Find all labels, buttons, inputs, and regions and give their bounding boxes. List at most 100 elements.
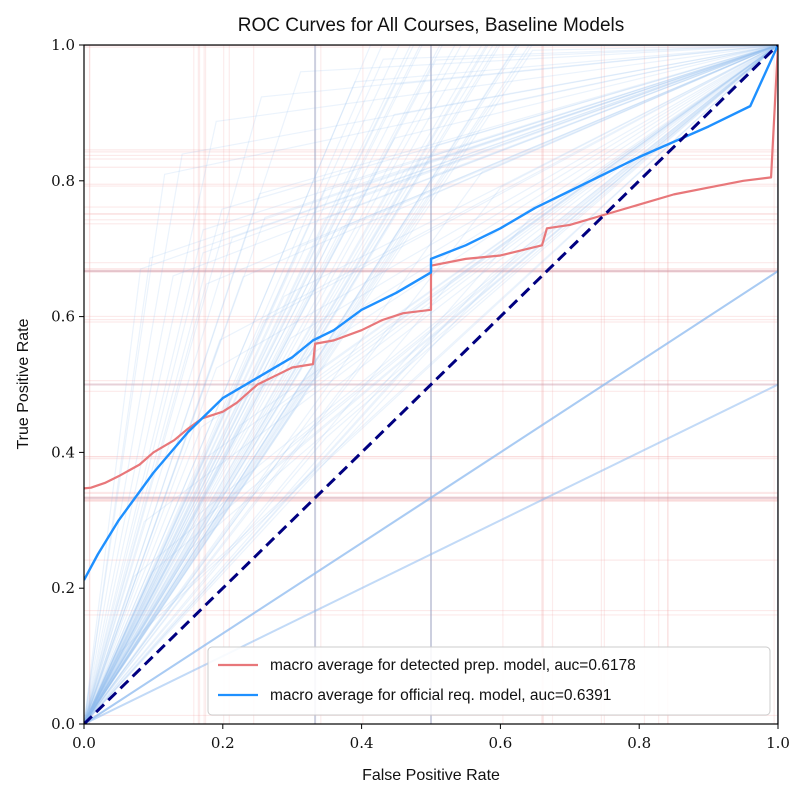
- faint-roc-line: [84, 45, 778, 724]
- faint-roc-line: [84, 45, 778, 724]
- y-tick-label: 0.6: [51, 308, 75, 326]
- detected-macro-curve: [84, 45, 778, 490]
- faint-roc-line: [84, 45, 778, 724]
- faint-roc-line: [84, 45, 778, 724]
- faint-roc-line: [84, 45, 778, 724]
- faint-roc-line: [84, 45, 778, 724]
- faint-roc-line: [84, 45, 778, 724]
- y-tick-label: 1.0: [51, 36, 75, 54]
- faint-roc-line: [84, 45, 778, 724]
- faint-roc-line: [84, 45, 778, 724]
- chance-diagonal-line: [84, 45, 778, 724]
- faint-roc-line: [84, 270, 778, 724]
- faint-roc-line: [84, 45, 778, 724]
- faint-roc-line: [84, 45, 778, 724]
- faint-roc-line: [84, 45, 778, 724]
- faint-roc-line: [84, 45, 778, 724]
- faint-roc-line: [84, 45, 778, 724]
- faint-roc-line: [84, 45, 778, 724]
- official-macro-curve: [84, 45, 778, 581]
- faint-roc-line: [84, 45, 778, 724]
- faint-roc-line: [84, 45, 778, 724]
- faint-roc-line: [84, 45, 778, 724]
- y-tick-label: 0.4: [51, 443, 75, 461]
- faint-roc-line: [84, 45, 778, 724]
- faint-roc-line: [84, 45, 778, 724]
- faint-roc-line: [84, 45, 778, 724]
- faint-roc-line: [84, 45, 778, 724]
- faint-roc-line: [84, 45, 778, 724]
- y-tick-label: 0.2: [51, 579, 75, 597]
- faint-roc-line: [84, 45, 778, 724]
- faint-roc-line: [84, 383, 778, 724]
- faint-roc-line: [84, 45, 778, 724]
- faint-roc-line: [84, 45, 778, 724]
- faint-roc-line: [84, 45, 778, 724]
- x-axis-label: False Positive Rate: [362, 767, 500, 784]
- faint-roc-line: [84, 45, 778, 724]
- x-tick-label: 0.4: [350, 734, 374, 752]
- faint-roc-line: [84, 45, 778, 724]
- faint-roc-line: [84, 45, 778, 724]
- faint-roc-line: [84, 45, 778, 724]
- faint-roc-line: [84, 45, 778, 724]
- faint-roc-line: [84, 45, 778, 724]
- faint-roc-line: [84, 45, 778, 724]
- faint-roc-line: [84, 45, 778, 724]
- faint-roc-line: [84, 45, 778, 724]
- x-axis-ticks: 0.0 0.2 0.4 0.6 0.8 1.0: [72, 724, 790, 752]
- faint-roc-line: [84, 45, 778, 724]
- x-tick-label: 1.0: [766, 734, 790, 752]
- faint-roc-line: [84, 45, 778, 724]
- y-axis-ticks: 0.0 0.2 0.4 0.6 0.8 1.0: [51, 36, 84, 733]
- faint-roc-line: [84, 45, 778, 724]
- faint-roc-line: [84, 45, 778, 724]
- x-tick-label: 0.8: [627, 734, 651, 752]
- faint-roc-line: [84, 45, 778, 724]
- faint-roc-line: [84, 45, 778, 724]
- faint-roc-line: [84, 45, 778, 724]
- faint-roc-line: [84, 45, 778, 724]
- faint-roc-line: [84, 45, 778, 724]
- faint-roc-line: [84, 45, 778, 724]
- faint-roc-line: [84, 45, 778, 724]
- faint-roc-line: [84, 45, 778, 724]
- faint-roc-line: [84, 45, 778, 724]
- macro-average-curves: [84, 45, 778, 724]
- faint-roc-line: [84, 45, 778, 724]
- faint-roc-line: [84, 45, 778, 724]
- faint-roc-line: [84, 45, 778, 724]
- faint-roc-line: [84, 45, 778, 724]
- faint-roc-line: [84, 45, 778, 724]
- faint-roc-line: [84, 45, 778, 724]
- faint-roc-line: [84, 45, 778, 724]
- faint-roc-line: [84, 45, 778, 724]
- faint-roc-line: [84, 45, 778, 724]
- faint-roc-line: [84, 45, 778, 724]
- y-tick-label: 0.0: [51, 715, 75, 733]
- faint-roc-line: [84, 45, 778, 724]
- legend-label-official: macro average for official req. model, a…: [270, 687, 611, 704]
- x-tick-label: 0.2: [211, 734, 235, 752]
- faint-roc-line: [84, 45, 778, 724]
- faint-roc-line: [84, 45, 778, 724]
- faint-roc-line: [84, 45, 778, 724]
- faint-roc-line: [84, 45, 778, 724]
- faint-roc-line: [84, 45, 778, 724]
- faint-roc-line: [84, 45, 778, 724]
- faint-roc-line: [84, 45, 778, 724]
- faint-roc-line: [84, 45, 778, 724]
- faint-roc-line: [84, 45, 778, 724]
- faint-roc-line: [84, 45, 778, 724]
- faint-roc-line: [84, 45, 778, 724]
- x-tick-label: 0.6: [488, 734, 512, 752]
- plot-frame: [83, 44, 779, 725]
- chart-title: ROC Curves for All Courses, Baseline Mod…: [238, 15, 624, 36]
- faint-roc-line: [84, 45, 778, 724]
- y-tick-label: 0.8: [51, 172, 75, 190]
- faint-roc-line: [84, 45, 778, 724]
- faint-roc-line: [84, 45, 778, 724]
- faint-roc-line: [84, 45, 778, 724]
- faint-roc-line: [84, 45, 778, 724]
- faint-roc-line: [84, 45, 778, 724]
